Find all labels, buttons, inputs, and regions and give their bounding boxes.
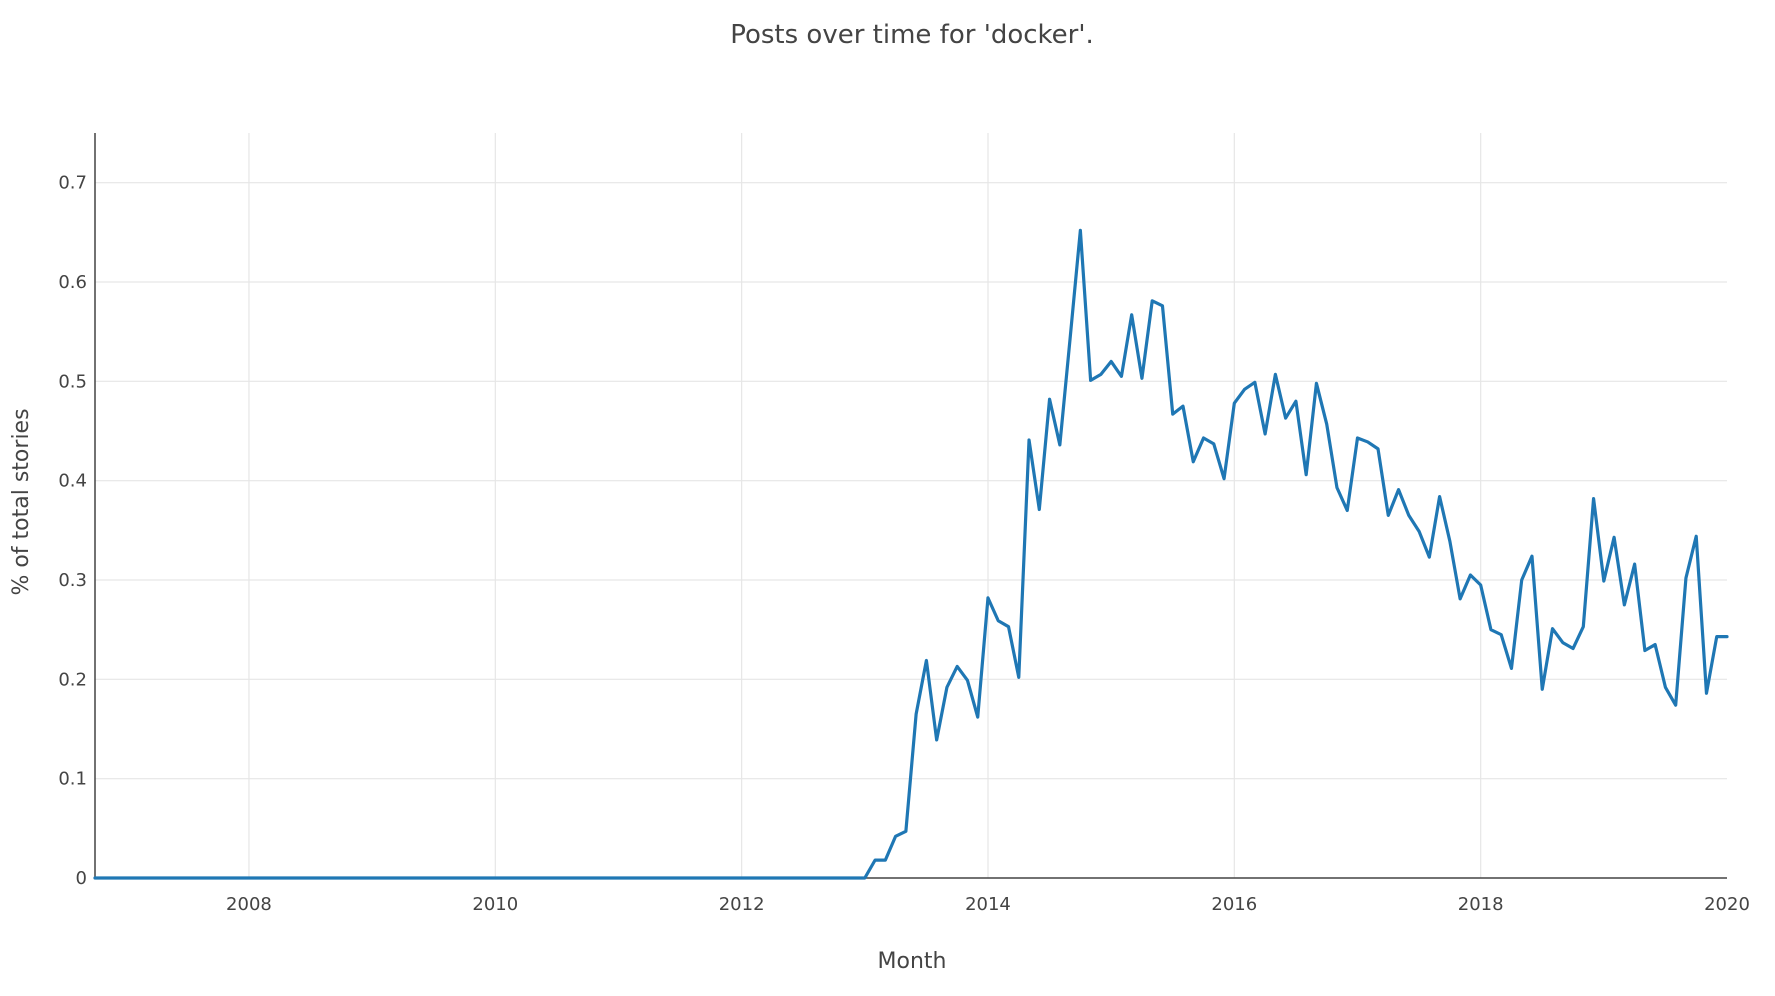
y-axis-title: % of total stories [9,408,34,595]
x-tick-label: 2008 [226,894,272,915]
x-tick-label: 2014 [965,894,1011,915]
y-tick-label: 0.7 [58,173,87,194]
y-tick-label: 0 [76,868,87,889]
gridlines [95,133,1727,878]
series-layer [93,228,1729,880]
y-tick-label: 0.4 [58,471,87,492]
x-tick-label: 2010 [472,894,518,915]
tick-labels: 2008 2010 2012 2014 2016 2018 2020 0 0.1 0.2 0.3 0.… [58,173,1750,915]
y-tick-label: 0.3 [58,570,87,591]
y-tick-label: 0.1 [58,769,87,790]
x-tick-label: 2012 [719,894,765,915]
x-axis-title: Month [878,949,947,974]
y-tick-label: 0.2 [58,669,87,690]
x-tick-label: 2018 [1458,894,1504,915]
series-line [93,228,1729,880]
y-tick-label: 0.5 [58,371,87,392]
x-tick-label: 2020 [1704,894,1750,915]
x-tick-label: 2016 [1211,894,1257,915]
y-tick-label: 0.6 [58,272,87,293]
chart-title: Posts over time for 'docker'. [730,20,1094,50]
